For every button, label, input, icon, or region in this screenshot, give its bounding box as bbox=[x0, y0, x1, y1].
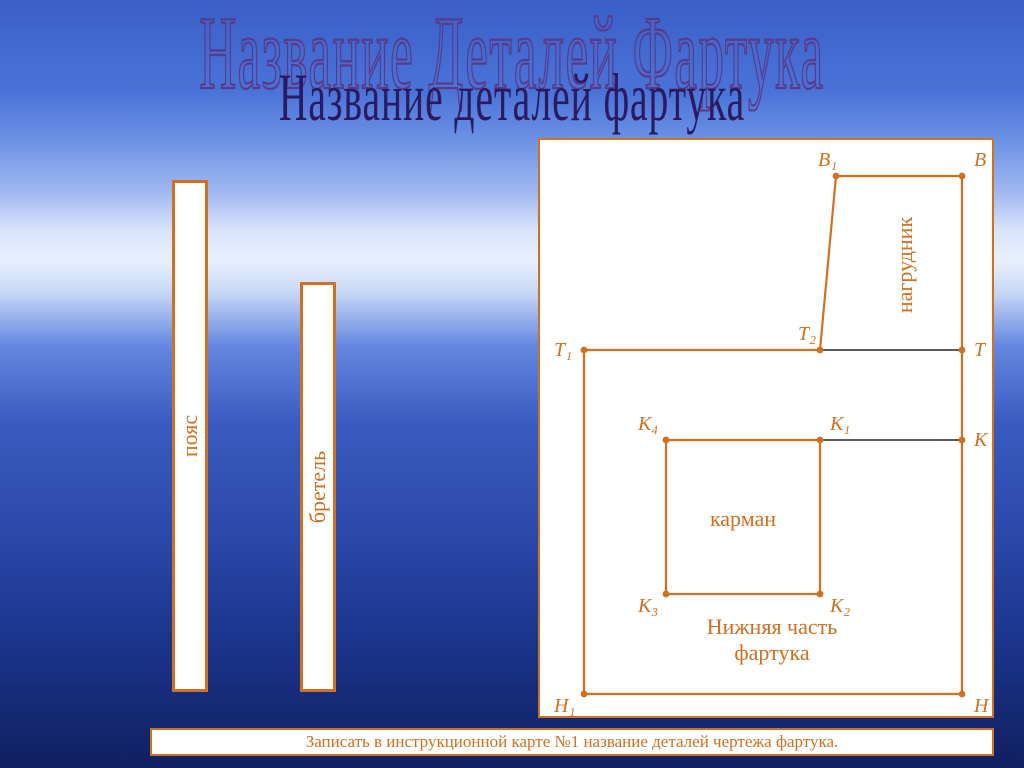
svg-text:карман: карман bbox=[710, 506, 776, 531]
pattern-panel: В₁ВТ₂ТТ₁К₁КК₄К₂К₃НН₁нагрудниккарманНижня… bbox=[538, 138, 994, 718]
svg-text:В₁: В₁ bbox=[818, 149, 837, 171]
svg-text:К₄: К₄ bbox=[637, 413, 658, 435]
svg-text:фартука: фартука bbox=[734, 640, 809, 665]
svg-text:В: В bbox=[974, 149, 986, 171]
strip-poyas-label: пояс bbox=[177, 415, 203, 457]
svg-text:Т₁: Т₁ bbox=[554, 339, 572, 361]
svg-text:Н: Н bbox=[973, 695, 990, 717]
page-title: Название деталей фартука bbox=[51, 58, 973, 137]
svg-text:К₃: К₃ bbox=[637, 595, 658, 617]
svg-text:К: К bbox=[973, 429, 989, 451]
svg-text:К₁: К₁ bbox=[829, 413, 850, 435]
strip-bretel-label: бретель bbox=[305, 451, 331, 523]
svg-text:нагрудник: нагрудник bbox=[892, 217, 917, 314]
footer-text: Записать в инструкционной карте №1 назва… bbox=[306, 732, 839, 752]
strip-poyas: пояс bbox=[172, 180, 208, 692]
svg-text:Т₂: Т₂ bbox=[798, 323, 816, 345]
pattern-diagram: В₁ВТ₂ТТ₁К₁КК₄К₂К₃НН₁нагрудниккарманНижня… bbox=[540, 140, 996, 720]
svg-text:Нижняя часть: Нижняя часть bbox=[707, 614, 838, 639]
svg-text:Н₁: Н₁ bbox=[553, 695, 575, 717]
strip-bretel: бретель bbox=[300, 282, 336, 692]
footer-bar: Записать в инструкционной карте №1 назва… bbox=[150, 728, 994, 756]
svg-text:Т: Т bbox=[974, 339, 987, 361]
